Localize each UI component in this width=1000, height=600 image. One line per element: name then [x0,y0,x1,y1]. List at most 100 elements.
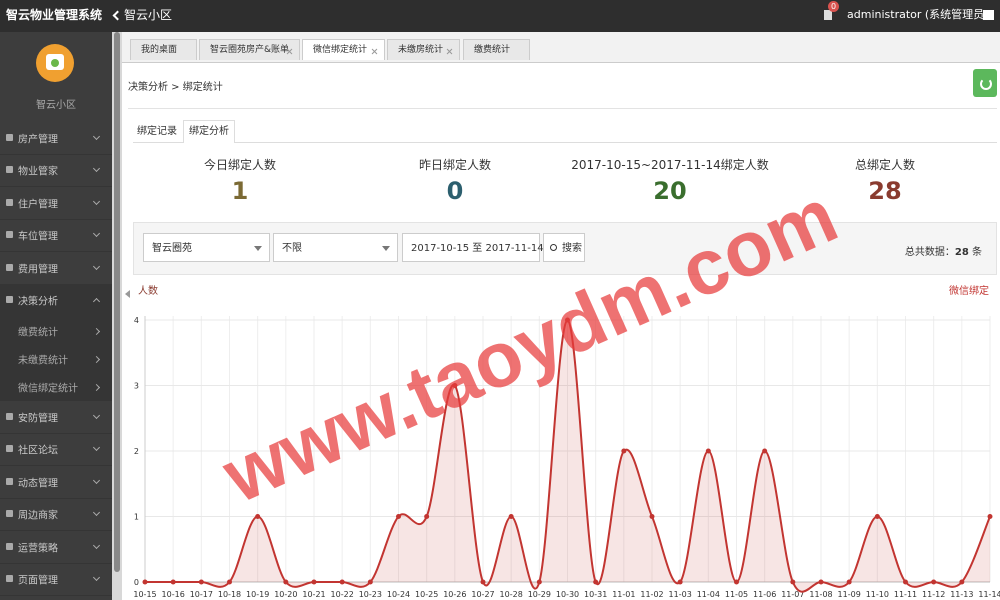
sidebar: 智云小区 房产管理物业管家住户管理 车位管理费用管理决策分析 缴费统计未缴费统计微信… [0,32,112,600]
subtab[interactable]: 绑定分析 [183,120,235,143]
y-tick-label: 3 [134,382,139,391]
community-select[interactable]: 智云圈苑 [143,233,270,262]
refresh-button[interactable] [973,69,997,97]
submenu-item[interactable]: 未缴费统计 [0,345,112,373]
status-value: 不限 [282,243,302,254]
menu-icon [6,412,13,420]
menu-icon [6,198,13,206]
tab[interactable]: 缴费统计 [463,39,530,60]
bell-icon[interactable] [824,10,832,20]
point [846,579,852,585]
tab-close[interactable] [447,49,452,54]
x-tick-label: 10-15 [133,590,156,599]
menu-icon [6,575,13,583]
point [677,579,683,585]
x-tick-label: 11-01 [612,590,635,599]
menu-chevron [92,197,101,205]
x-tick-label: 10-18 [218,590,241,599]
tab-label: 智云圈苑房产&账单 [210,45,290,55]
x-tick-label: 10-30 [556,590,579,599]
y-tick-label: 1 [134,513,139,522]
menu-label: 运营策略 [18,543,58,555]
menu-label: 费用管理 [18,264,58,276]
tab-label: 微信绑定统计 [313,45,368,55]
search-button[interactable]: 搜索 [543,233,585,262]
menu-item[interactable]: 安防管理 [0,401,112,434]
x-tick-label: 10-27 [471,590,494,599]
x-tick-label: 10-23 [359,590,382,599]
scrollbar[interactable] [112,32,122,600]
point [311,579,317,585]
x-tick-label: 11-10 [866,590,889,599]
date-range[interactable]: 2017-10-15 至 2017-11-14 [402,233,544,262]
community-switch[interactable]: 智云小区 [124,8,173,22]
tab[interactable]: 未缴房统计 [387,39,460,60]
status-select[interactable]: 不限 [273,233,398,262]
point [987,514,993,519]
tab[interactable]: 我的桌面 [130,39,197,60]
menu-label: 社区论坛 [18,445,58,457]
y-tick-label: 0 [134,578,139,587]
stat-label: 今日绑定人数 [203,158,276,172]
breadcrumb: 决策分析 > 绑定统计 [128,82,223,93]
menu-icon [6,296,13,304]
tab-close[interactable] [372,49,377,54]
menu-item[interactable]: 运营策略 [0,531,112,564]
point [508,514,514,519]
tab-label: 未缴房统计 [398,45,444,55]
point [903,579,908,585]
menu-icon [6,510,13,518]
menu-chevron [92,132,101,140]
point [367,579,373,585]
tab[interactable]: 微信绑定统计 [302,39,385,60]
menu-item[interactable]: 车位管理 [0,220,112,252]
submenu-item[interactable]: 缴费统计 [0,317,112,345]
x-tick-label: 11-05 [725,590,748,599]
menu-item[interactable]: 房产管理 [0,122,112,155]
x-tick-label: 11-11 [894,590,917,599]
stat-label: 总绑定人数 [854,158,915,172]
collapse-arrow[interactable] [125,290,130,298]
submenu-label: 未缴费统计 [18,355,68,367]
date-range-value: 2017-10-15 至 2017-11-14 [411,243,544,254]
x-tick-label: 10-29 [528,590,551,599]
point [170,579,176,585]
menu-label: 周边商家 [18,510,58,522]
point [959,579,965,585]
menu-item[interactable]: 决策分析 [0,284,112,317]
menu-item[interactable]: 周边商家 [0,499,112,531]
tab[interactable]: 智云圈苑房产&账单 [199,39,300,60]
x-tick-label: 11-09 [838,590,861,599]
point [255,514,261,519]
menu-item[interactable]: 费用管理 [0,252,112,285]
submenu-item[interactable]: 微信绑定统计 [0,373,112,401]
shirt-icon[interactable] [983,10,994,20]
menu-item[interactable]: 页面管理 [0,564,112,596]
menu-chevron [92,574,101,582]
menu-item[interactable]: 动态管理 [0,466,112,499]
tab-close[interactable] [287,49,292,54]
menu-item[interactable]: 社区论坛 [0,434,112,466]
point [452,383,458,388]
x-tick-label: 11-04 [697,590,720,599]
menu-chevron [92,262,101,270]
back-icon [112,10,123,21]
point [818,579,824,585]
menu-chevron [92,298,101,306]
divider [128,108,997,109]
user-menu[interactable]: administrator (系统管理员) [847,8,989,21]
x-tick-label: 11-12 [922,590,945,599]
x-tick-label: 10-25 [415,590,438,599]
menu-label: 物业管家 [18,166,58,178]
menu-item[interactable]: 物业管家 [0,155,112,187]
x-tick-label: 11-07 [781,590,804,599]
subtab[interactable]: 绑定记录 [133,120,181,142]
total-label: 总共数据： [904,247,955,258]
logo-label: 智云小区 [36,100,76,111]
point [874,514,880,519]
y-axis-label: 人数 [138,284,158,297]
x-tick-label: 10-17 [190,590,213,599]
menu-item[interactable]: 住户管理 [0,187,112,220]
total-unit: 条 [972,247,982,258]
point [565,317,570,323]
